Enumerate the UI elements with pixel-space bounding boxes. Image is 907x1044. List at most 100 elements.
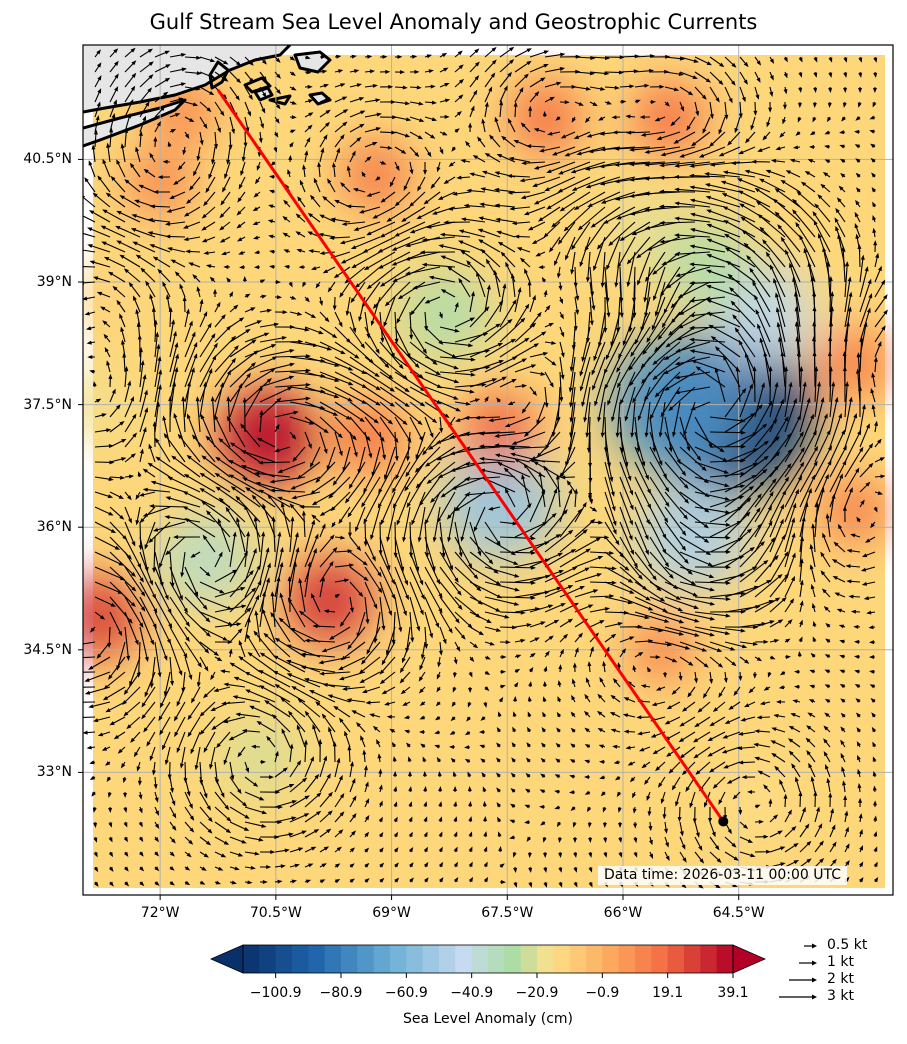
current-arrow [182, 506, 216, 523]
current-arrow [218, 497, 246, 523]
current-arrow [364, 781, 369, 793]
current-arrow [349, 136, 362, 148]
current-arrow [184, 880, 191, 886]
current-arrow [307, 212, 321, 223]
current-arrow [91, 791, 96, 797]
current-arrow [244, 320, 263, 328]
current-arrow [274, 546, 284, 583]
current-arrow [289, 86, 297, 91]
current-arrow [164, 746, 171, 766]
current-arrow [218, 437, 246, 463]
current-arrow [363, 765, 368, 778]
current-arrow [330, 491, 351, 512]
current-arrow [170, 259, 186, 268]
current-arrow [124, 47, 136, 58]
current-arrow [301, 510, 306, 538]
current-arrow [124, 365, 129, 388]
current-arrow [109, 566, 137, 592]
current-arrow [124, 380, 132, 403]
current-arrow [258, 131, 263, 144]
current-arrow [169, 581, 188, 614]
map-area[interactable] [53, 45, 893, 895]
current-arrow [244, 71, 254, 84]
current-arrow [274, 832, 294, 838]
current-arrow [187, 716, 201, 738]
current-arrow [282, 232, 291, 238]
current-arrow [184, 776, 191, 797]
current-arrow [139, 359, 145, 388]
current-arrow [222, 716, 246, 724]
current-arrow [96, 641, 111, 659]
current-arrow [364, 54, 373, 59]
current-arrow [191, 434, 216, 463]
current-arrow [83, 249, 96, 253]
current-arrow [361, 476, 381, 508]
current-arrow [94, 62, 102, 73]
current-arrow [319, 560, 334, 583]
current-arrow [135, 506, 141, 526]
colorbar-tick-label: −100.9 [249, 985, 302, 1001]
current-arrow [109, 506, 125, 520]
current-arrow [146, 731, 156, 747]
colorbar-extend-high [732, 944, 766, 974]
current-arrow [94, 75, 102, 88]
current-arrow [332, 741, 337, 763]
current-arrow [139, 48, 154, 58]
current-arrow [315, 701, 336, 718]
colorbar-segment [243, 945, 260, 973]
colorbar-segment [373, 945, 391, 973]
current-arrow [297, 196, 306, 208]
current-arrow [318, 232, 336, 238]
current-arrow [203, 731, 216, 753]
current-arrow [364, 401, 394, 425]
current-arrow [217, 518, 231, 553]
current-arrow [205, 264, 216, 269]
current-arrow [190, 551, 201, 558]
current-arrow [244, 836, 264, 842]
current-arrow [183, 206, 201, 217]
current-arrow [340, 182, 351, 193]
current-arrow [259, 880, 268, 885]
current-arrow [124, 866, 129, 872]
current-arrow [87, 355, 96, 360]
current-arrow [124, 453, 136, 463]
current-arrow [349, 326, 365, 349]
current-arrow [169, 626, 188, 659]
current-arrow [263, 632, 291, 658]
current-arrow [349, 878, 355, 884]
current-arrow [300, 652, 336, 658]
current-arrow [244, 671, 276, 688]
current-arrow [349, 97, 365, 103]
current-arrow [167, 247, 186, 253]
current-arrow [193, 161, 201, 177]
current-arrow [334, 69, 344, 74]
current-arrow [202, 534, 216, 553]
current-arrow [259, 652, 291, 673]
current-arrow [349, 777, 356, 793]
current-arrow [274, 767, 289, 778]
current-arrow [87, 227, 111, 238]
current-arrow [253, 235, 261, 240]
current-arrow [152, 521, 186, 532]
current-arrow [274, 339, 304, 344]
current-arrow [289, 431, 297, 440]
current-arrow [228, 731, 246, 741]
current-arrow [109, 60, 119, 73]
current-arrow [124, 112, 131, 133]
current-arrow [349, 863, 355, 868]
current-arrow [334, 578, 350, 583]
current-arrow [229, 851, 244, 857]
current-arrow [304, 756, 314, 778]
current-arrow [289, 561, 297, 598]
current-arrow [124, 881, 130, 887]
current-arrow [169, 791, 176, 807]
current-arrow [244, 378, 272, 403]
current-arrow [143, 716, 156, 733]
current-arrow [107, 271, 126, 283]
current-arrow [139, 881, 145, 887]
current-arrow [83, 730, 96, 735]
current-arrow [338, 506, 351, 525]
current-arrow [259, 294, 267, 299]
current-arrow [334, 147, 341, 163]
current-arrow [199, 116, 208, 129]
